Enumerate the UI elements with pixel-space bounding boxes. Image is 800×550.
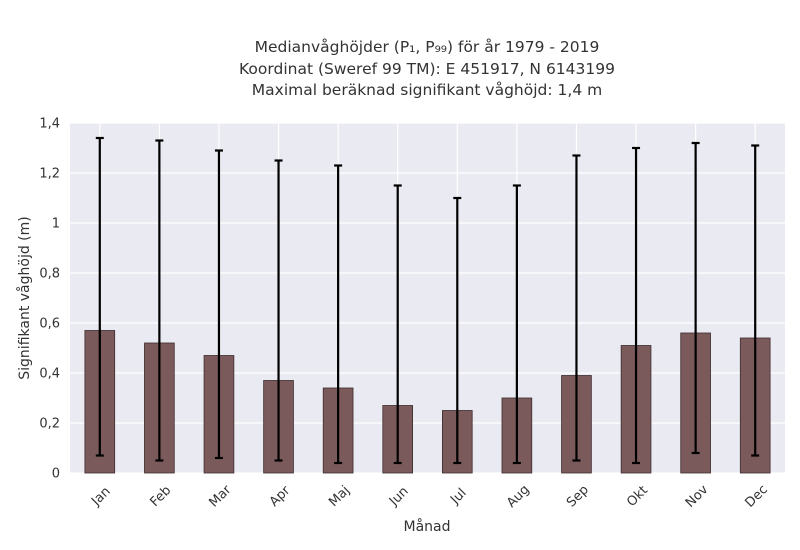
y-axis-label: Signifikant våghöjd (m) — [16, 216, 33, 379]
x-tick-label-aug: Aug — [504, 482, 533, 511]
y-tick-label: 1 — [52, 217, 60, 232]
error-bar-okt — [632, 146, 641, 465]
error-bar-dec — [751, 144, 760, 457]
y-tick-label: 0,4 — [39, 367, 60, 382]
error-bar-jul — [453, 196, 462, 465]
y-tick-label: 1,2 — [39, 167, 60, 182]
x-axis-label: Månad — [404, 518, 451, 535]
error-bar-nov — [691, 141, 700, 455]
x-tick-label-jun: Jun — [386, 484, 412, 510]
x-tick-label-nov: Nov — [683, 482, 712, 511]
x-tick-label-apr: Apr — [267, 483, 294, 510]
x-tick-label-mar: Mar — [207, 482, 235, 510]
x-tick-label-maj: Maj — [326, 483, 353, 510]
chart-title-line-2: Koordinat (Sweref 99 TM): E 451917, N 61… — [239, 60, 615, 78]
y-tick-label: 0,2 — [39, 417, 60, 432]
y-tick-label: 0 — [52, 467, 60, 482]
error-bar-feb — [155, 139, 164, 462]
y-axis-ticks: 0 0,2 0,4 0,6 0,8 1 1,2 1,4 — [39, 117, 60, 482]
error-bars — [95, 136, 760, 465]
x-tick-label-jan: Jan — [88, 484, 113, 509]
error-bar-apr — [274, 159, 283, 462]
y-tick-label: 0,8 — [39, 267, 60, 282]
plot-area — [70, 123, 785, 473]
error-bar-aug — [512, 184, 521, 465]
error-bar-jun — [393, 184, 402, 465]
x-tick-label-dec: Dec — [743, 482, 771, 510]
error-bar-sep — [572, 154, 581, 462]
x-axis-ticks: Jan Feb Mar Apr Maj Jun Jul Aug Sep Okt Nov Dec — [88, 482, 771, 511]
chart-title: Medianvåghöjder (P₁, P₉₉) för år 1979 - … — [239, 38, 615, 99]
chart-title-line-3: Maximal beräknad signifikant våghöjd: 1,… — [252, 81, 602, 99]
x-tick-label-jul: Jul — [447, 486, 469, 508]
x-tick-label-feb: Feb — [147, 483, 174, 510]
x-tick-label-sep: Sep — [564, 483, 592, 511]
error-bar-maj — [334, 164, 343, 465]
x-tick-label-okt: Okt — [624, 483, 651, 510]
y-tick-label: 1,4 — [39, 117, 60, 132]
error-bar-mar — [214, 149, 223, 460]
chart-title-line-1: Medianvåghöjder (P₁, P₉₉) för år 1979 - … — [255, 38, 600, 56]
y-tick-label: 0,6 — [39, 317, 60, 332]
error-bar-jan — [95, 136, 104, 457]
